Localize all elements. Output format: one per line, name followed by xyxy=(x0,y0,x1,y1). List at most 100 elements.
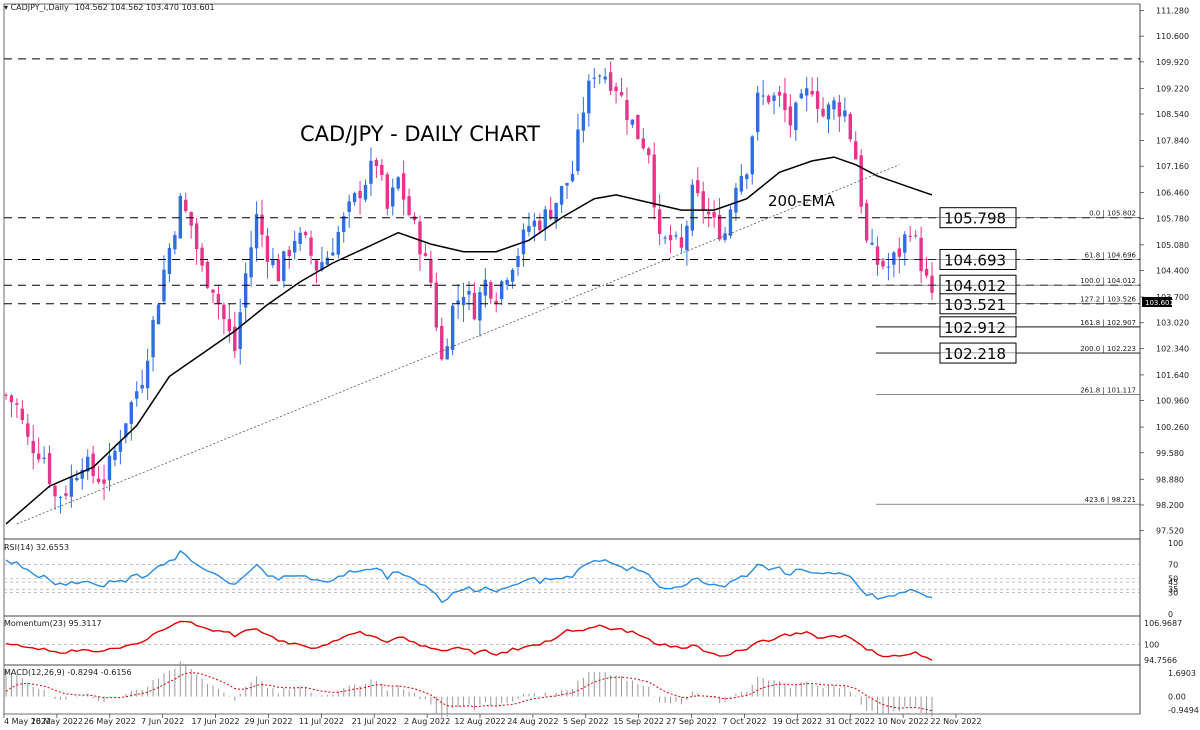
candle xyxy=(385,172,389,216)
price-tick-label: 109.920 xyxy=(1156,58,1189,67)
candle xyxy=(222,302,226,335)
candle xyxy=(799,88,803,100)
candle xyxy=(848,112,852,143)
candle xyxy=(145,348,150,401)
price-tick-label: 104.400 xyxy=(1156,267,1189,276)
candle xyxy=(766,94,771,105)
date-tick-label: 16 May 2022 xyxy=(31,717,83,726)
candle xyxy=(897,237,902,274)
candle xyxy=(36,437,41,463)
candle xyxy=(521,223,526,267)
candle xyxy=(706,197,711,228)
date-tick-label: 22 Nov 2022 xyxy=(930,717,981,726)
fib-label: 127.2 | 103.526 xyxy=(1080,296,1136,304)
candle xyxy=(102,464,106,501)
date-tick-label: 10 Nov 2022 xyxy=(877,717,928,726)
candle xyxy=(260,199,264,247)
candle xyxy=(924,257,929,278)
candle xyxy=(821,97,825,118)
candle xyxy=(86,449,90,480)
fib-label: 261.8 | 101.117 xyxy=(1080,387,1136,395)
symbol-header: ▾ CADJPY_i,Daily 104.562 104.562 103.470 … xyxy=(4,3,215,12)
candle xyxy=(75,470,79,482)
fib-label: 423.6 | 98.221 xyxy=(1085,496,1136,504)
rsi-tick-label: 70 xyxy=(1168,560,1178,569)
candle xyxy=(178,193,183,239)
price-tick-label: 103.020 xyxy=(1156,319,1189,328)
fib-label: 100.0 | 104.012 xyxy=(1080,277,1136,285)
candle xyxy=(336,226,340,259)
candle xyxy=(249,230,253,287)
candle xyxy=(657,194,662,246)
candle xyxy=(391,178,395,216)
date-tick-label: 12 Aug 2022 xyxy=(454,717,505,726)
candle xyxy=(647,146,651,164)
level-label: 104.693 xyxy=(944,251,1006,269)
candle xyxy=(309,230,313,265)
price-tick-label: 106.460 xyxy=(1156,189,1189,198)
date-tick-label: 24 Aug 2022 xyxy=(507,717,558,726)
date-tick-label: 17 Jun 2022 xyxy=(191,717,239,726)
candle xyxy=(369,147,373,196)
candle xyxy=(276,253,281,282)
candle xyxy=(450,304,455,356)
candle xyxy=(570,160,575,183)
candle xyxy=(140,369,144,394)
candle xyxy=(412,212,417,225)
candle xyxy=(755,85,760,141)
candle xyxy=(772,92,776,115)
rsi-tick-label: 30 xyxy=(1168,589,1178,598)
level-label: 103.521 xyxy=(944,296,1006,314)
candle xyxy=(674,231,678,240)
current-price-marker xyxy=(1142,297,1172,307)
candle xyxy=(663,235,667,245)
candle xyxy=(870,228,874,246)
candle xyxy=(489,280,493,305)
candle xyxy=(603,67,607,84)
date-tick-label: 4 May 2022 xyxy=(4,717,51,726)
candle xyxy=(636,114,640,140)
candle xyxy=(690,179,695,236)
date-tick-label: 5 Sep 2022 xyxy=(563,717,609,726)
rsi-tick-label: 100 xyxy=(1168,539,1183,548)
macd-tick-label: 0.00 xyxy=(1168,693,1186,702)
candle xyxy=(47,445,52,489)
candle xyxy=(903,231,907,266)
candle xyxy=(538,213,542,235)
candle xyxy=(930,262,934,300)
candle xyxy=(282,250,286,288)
price-tick-label: 105.080 xyxy=(1156,241,1189,250)
candle xyxy=(211,289,215,304)
macd-tick-label: 1.6903 xyxy=(1168,669,1196,678)
candles xyxy=(4,61,934,514)
candle xyxy=(472,282,477,321)
candle xyxy=(401,160,406,216)
date-tick-label: 29 Jun 2022 xyxy=(244,717,292,726)
candle xyxy=(543,205,547,241)
candle xyxy=(864,199,869,243)
price-tick-label: 102.340 xyxy=(1156,344,1189,353)
macd-tick-label: -0.9494 xyxy=(1168,706,1199,715)
candle xyxy=(854,131,858,160)
candle xyxy=(777,85,782,107)
candle xyxy=(913,230,918,239)
candle xyxy=(679,223,684,254)
candle xyxy=(243,262,248,322)
candle xyxy=(832,96,836,120)
candle xyxy=(434,272,439,332)
date-tick-label: 27 Sep 2022 xyxy=(666,717,717,726)
candle xyxy=(592,67,596,88)
candle xyxy=(303,230,308,238)
candle xyxy=(516,248,520,276)
price-tick-label: 107.840 xyxy=(1156,136,1189,145)
level-label: 102.218 xyxy=(944,345,1006,363)
momentum-tick-label: 106.9687 xyxy=(1144,619,1182,628)
candle xyxy=(113,445,117,467)
chart-title: CAD/JPY - DAILY CHART xyxy=(300,122,540,146)
candle xyxy=(875,236,880,276)
candle xyxy=(587,74,591,127)
candle xyxy=(598,74,602,85)
candle xyxy=(750,135,754,185)
candle xyxy=(418,215,422,271)
candle xyxy=(162,255,166,304)
